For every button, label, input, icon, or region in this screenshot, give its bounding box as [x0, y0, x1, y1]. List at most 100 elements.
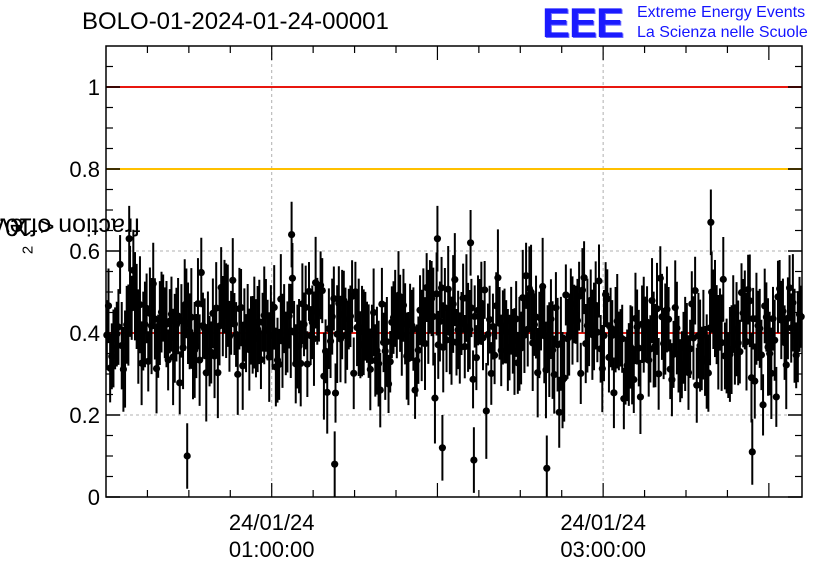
data-marker: [785, 284, 794, 292]
data-point: [595, 244, 603, 318]
data-point: [718, 294, 726, 391]
eee-logo-mark: EEE: [542, 0, 624, 46]
data-point: [539, 237, 547, 336]
data-marker: [575, 292, 583, 300]
data-point: [376, 352, 384, 428]
data-marker: [275, 360, 283, 368]
data-point: [429, 267, 437, 366]
data-marker: [265, 353, 273, 361]
data-marker: [481, 286, 489, 294]
data-point: [239, 321, 247, 410]
data-marker: [653, 305, 661, 313]
data-point: [466, 210, 475, 276]
data-marker: [436, 317, 444, 326]
data-marker: [323, 388, 331, 396]
data-marker: [772, 393, 780, 401]
data-point: [655, 337, 663, 410]
data-marker: [512, 315, 520, 323]
data-point: [704, 334, 712, 412]
data-point: [562, 264, 570, 326]
data-point: [550, 335, 558, 414]
data-point: [610, 357, 618, 429]
data-point: [183, 423, 191, 489]
data-marker: [767, 369, 775, 377]
data-point: [433, 205, 442, 272]
data-marker: [562, 291, 570, 299]
data-marker: [543, 464, 551, 472]
data-marker: [451, 275, 459, 284]
data-marker: [297, 359, 305, 368]
data-marker: [704, 369, 712, 377]
y-tick-label: 0.8: [69, 157, 100, 182]
data-point: [114, 289, 123, 365]
data-marker: [288, 231, 296, 239]
data-marker: [438, 444, 446, 452]
data-marker: [539, 282, 547, 291]
data-point: [331, 431, 339, 497]
y-tick-label: 0.2: [69, 403, 100, 428]
data-marker: [257, 356, 265, 364]
data-point: [265, 312, 273, 402]
data-marker: [555, 408, 563, 416]
data-point: [482, 363, 490, 459]
data-marker: [736, 348, 744, 356]
data-marker: [486, 316, 494, 324]
data-point: [257, 330, 265, 390]
y-tick-label: 1: [88, 75, 100, 100]
data-marker: [303, 360, 311, 368]
y-axis-ticks: 0 0.2 0.4 0.6 0.8 1: [69, 65, 802, 510]
data-point: [470, 427, 478, 493]
data-point: [370, 268, 378, 357]
data-marker: [751, 377, 759, 385]
data-point: [421, 297, 429, 390]
data-point: [305, 262, 313, 321]
logo-line-2: La Scienza nelle Scuole: [637, 24, 808, 41]
data-point: [234, 333, 242, 415]
data-marker: [433, 235, 442, 243]
data-point: [318, 258, 326, 324]
data-marker: [431, 394, 439, 402]
x-tick-label-time: 03:00:00: [560, 537, 646, 562]
data-point: [125, 205, 133, 272]
data-point: [608, 300, 616, 371]
data-point: [751, 343, 759, 419]
data-point: [330, 266, 338, 331]
data-marker: [600, 332, 608, 340]
data-point: [600, 290, 608, 382]
data-point: [782, 320, 790, 410]
data-point: [386, 331, 394, 393]
data-marker: [482, 407, 490, 415]
data-marker: [472, 354, 480, 362]
data-marker: [376, 386, 384, 394]
data-marker: [302, 303, 310, 312]
data-point: [630, 346, 638, 414]
data-point: [451, 233, 459, 327]
data-marker: [383, 338, 391, 346]
data-point: [297, 320, 305, 407]
data-marker: [310, 335, 318, 343]
data-point: [767, 327, 775, 419]
data-marker: [331, 460, 339, 468]
data-point: [302, 265, 310, 350]
data-point: [748, 419, 756, 485]
data-point: [686, 319, 694, 379]
data-point: [494, 229, 502, 327]
data-marker: [665, 315, 673, 323]
data-marker: [433, 290, 441, 298]
data-point: [742, 292, 751, 391]
data-marker: [608, 331, 616, 339]
data-marker: [350, 369, 358, 377]
data-point: [771, 299, 779, 381]
data-marker: [610, 389, 618, 397]
data-marker: [603, 295, 611, 303]
data-point: [136, 256, 144, 354]
data-point: [491, 326, 499, 385]
data-point: [214, 327, 222, 419]
data-marker: [469, 375, 477, 383]
data-point: [543, 435, 551, 497]
data-marker: [595, 277, 603, 285]
data-marker: [270, 303, 278, 311]
data-marker: [370, 308, 378, 317]
data-marker: [183, 452, 191, 460]
chart-title: BOLO-01-2024-01-24-00001: [82, 8, 389, 35]
